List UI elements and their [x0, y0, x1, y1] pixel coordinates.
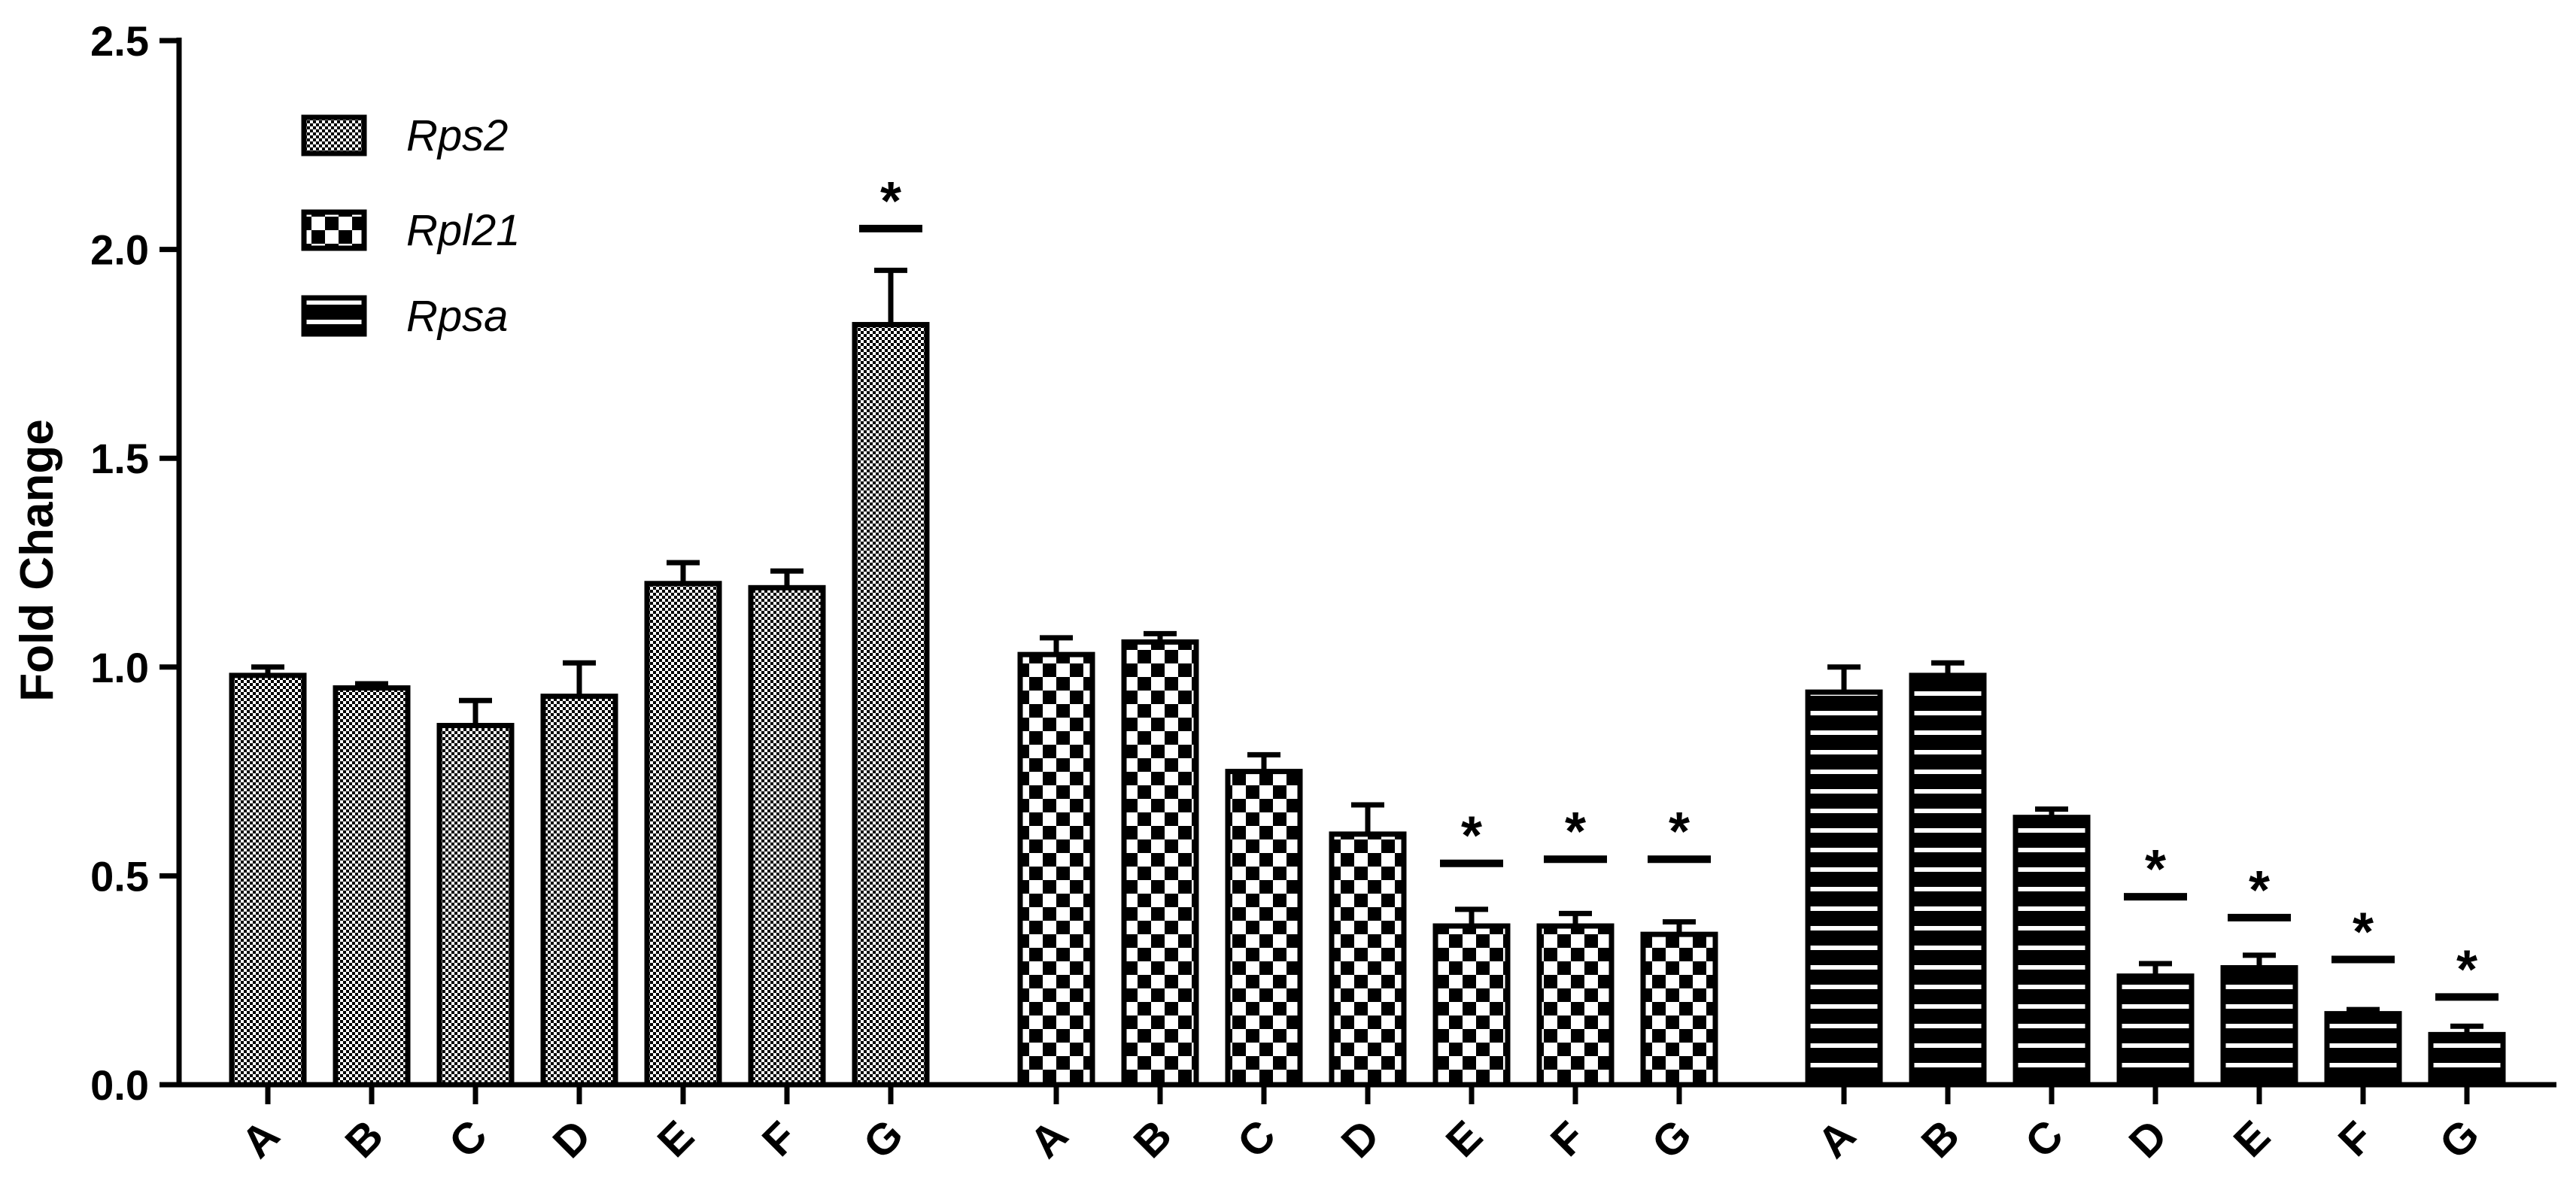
x-tick-label: F — [2329, 1113, 2383, 1166]
bar-rpl21-f — [1536, 923, 1615, 1088]
significance-star: * — [2249, 861, 2270, 921]
x-tick-label: F — [753, 1113, 807, 1166]
legend-label: Rpsa — [406, 292, 508, 341]
y-tick-label: 0.0 — [90, 1061, 149, 1109]
y-tick-label: 0.5 — [90, 852, 149, 900]
y-axis-title: Fold Change — [11, 419, 63, 701]
legend-swatch — [301, 114, 367, 156]
significance-star: * — [1565, 802, 1586, 862]
x-tick-label: A — [1808, 1110, 1865, 1167]
legend-swatch — [301, 295, 367, 337]
x-tick-label: D — [1332, 1110, 1389, 1167]
y-tick-label: 2.5 — [90, 17, 149, 65]
bar-rps2-c — [436, 723, 515, 1088]
bar-rpsa-c — [2012, 815, 2091, 1088]
legend-label: Rpl21 — [406, 206, 521, 255]
x-tick-label: D — [2119, 1110, 2177, 1167]
legend-item-rps2: Rps2 — [301, 111, 508, 160]
y-tick-label: 1.0 — [90, 644, 149, 691]
bar-rpl21-c — [1225, 769, 1303, 1088]
bar-rpsa-g — [2428, 1031, 2506, 1088]
legend-item-rpl21: Rpl21 — [301, 206, 521, 255]
x-tick-label: E — [649, 1112, 703, 1167]
bar-rps2-f — [748, 584, 826, 1088]
significance-star: * — [1461, 806, 1482, 867]
bar-rpsa-d — [2116, 973, 2195, 1088]
x-tick-label: A — [232, 1110, 289, 1167]
y-tick-label: 2.0 — [90, 226, 149, 274]
significance-star: * — [1669, 802, 1690, 862]
bar-rps2-d — [540, 694, 618, 1088]
x-tick-label: G — [1642, 1110, 1701, 1168]
x-tick-label: C — [439, 1110, 497, 1167]
legend: Rps2 Rpl21 Rpsa — [301, 111, 521, 341]
legend-item-rpsa: Rpsa — [301, 292, 508, 341]
bars — [229, 267, 2506, 1088]
x-tick-label: A — [1020, 1110, 1077, 1167]
bar-rpl21-g — [1640, 931, 1718, 1088]
x-tick-label: D — [543, 1110, 600, 1167]
significance-star: * — [2145, 839, 2166, 900]
legend-swatch — [301, 209, 367, 251]
bar-rps2-g — [852, 322, 930, 1088]
significance-star: * — [2456, 940, 2477, 1000]
significance-star: * — [2353, 902, 2374, 962]
significance-markers: * * * * * * * * — [859, 172, 2499, 1001]
bar-rpl21-a — [1017, 651, 1095, 1088]
x-tick-label: E — [2225, 1112, 2280, 1167]
bar-rpsa-a — [1805, 689, 1883, 1088]
bar-rpsa-e — [2220, 965, 2298, 1088]
series-rps2 — [229, 267, 930, 1088]
x-tick-label: B — [1124, 1110, 1181, 1167]
x-tick-label: G — [2430, 1110, 2489, 1168]
x-tick-label: F — [1542, 1113, 1595, 1166]
bar-rps2-e — [644, 581, 722, 1088]
bar-rpl21-d — [1329, 831, 1407, 1088]
bar-rpsa-b — [1909, 672, 1987, 1088]
x-tick-label: G — [854, 1110, 913, 1168]
x-tick-label: B — [336, 1110, 393, 1167]
bar-rpl21-b — [1121, 639, 1199, 1088]
series-rpl21 — [1017, 630, 1718, 1088]
bar-rps2-b — [333, 685, 411, 1088]
legend-label: Rps2 — [406, 111, 508, 160]
x-tick-label: C — [2016, 1110, 2073, 1167]
bar-rpl21-e — [1432, 923, 1511, 1088]
y-tick-label: 1.5 — [90, 435, 149, 482]
significance-star: * — [880, 172, 901, 232]
x-tick-label: B — [1912, 1110, 1969, 1167]
bar-rpsa-f — [2324, 1011, 2402, 1088]
bar-rps2-a — [229, 672, 307, 1088]
x-tick-label: E — [1437, 1112, 1492, 1167]
x-tick-label: C — [1228, 1110, 1285, 1167]
